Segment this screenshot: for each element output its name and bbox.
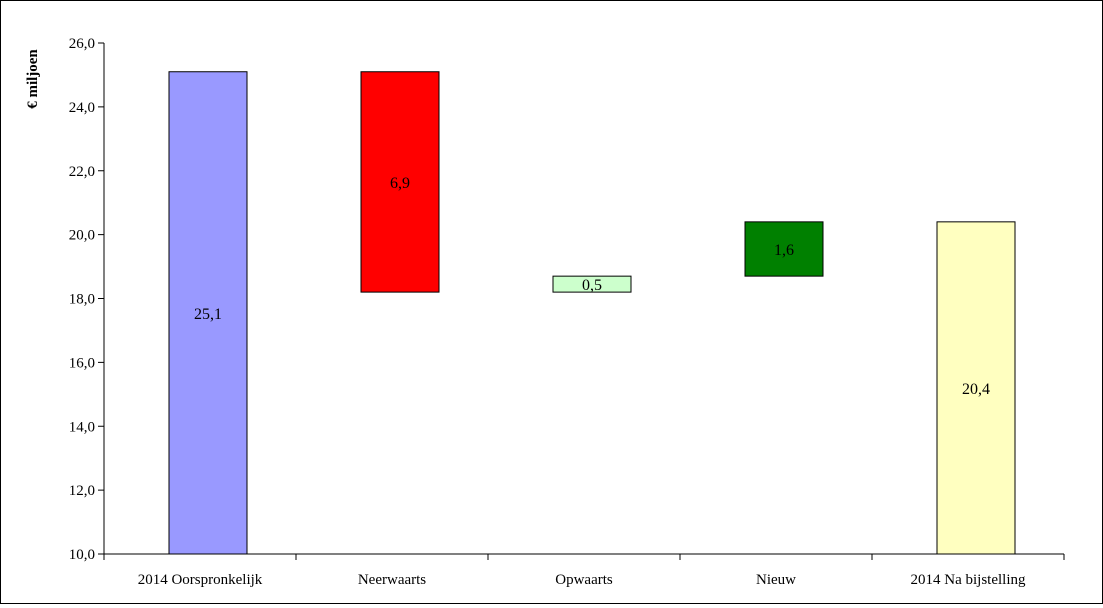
y-tick-label: 20,0 [69,228,95,244]
bar-value-label: 25,1 [194,306,222,323]
bar-value-label: 1,6 [774,242,794,259]
y-axis-label: € miljoen [25,49,41,109]
y-tick-label: 10,0 [69,547,95,563]
bar [552,275,632,293]
y-tick-label: 18,0 [69,292,95,308]
y-tick-label: 12,0 [69,483,95,499]
x-category-label: Nieuw [756,572,796,588]
bar [360,71,440,293]
x-category-label: 2014 Oorspronkelijk [138,572,263,588]
y-tick-label: 24,0 [69,100,95,116]
x-category-label: Neerwaarts [358,572,426,588]
y-tick-label: 26,0 [69,36,95,52]
bar-value-label: 20,4 [962,381,990,398]
bar [744,221,824,277]
x-category-label: 2014 Na bijstelling [911,572,1026,588]
bar [168,71,248,555]
bar [936,221,1016,555]
x-category-label: Opwaarts [555,572,613,588]
bar-value-label: 6,9 [390,175,410,192]
y-tick-label: 22,0 [69,164,95,180]
y-tick-label: 16,0 [69,355,95,371]
bar-value-label: 0,5 [582,277,602,294]
y-tick-label: 14,0 [69,419,95,435]
